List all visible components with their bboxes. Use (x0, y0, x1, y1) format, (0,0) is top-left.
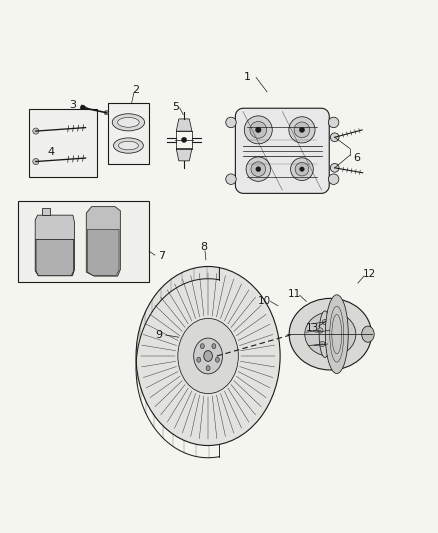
Text: 8: 8 (200, 242, 207, 252)
Polygon shape (42, 208, 50, 215)
Text: 10: 10 (258, 296, 272, 305)
Ellipse shape (178, 318, 238, 393)
Circle shape (33, 158, 39, 165)
Ellipse shape (305, 312, 356, 357)
Circle shape (318, 328, 323, 333)
Ellipse shape (321, 326, 339, 342)
Circle shape (33, 128, 39, 134)
Polygon shape (235, 108, 329, 193)
Ellipse shape (194, 338, 223, 374)
Text: 7: 7 (158, 251, 165, 261)
Bar (108, 103, 149, 164)
Circle shape (226, 174, 236, 184)
Text: 12: 12 (363, 269, 376, 279)
Circle shape (327, 328, 332, 333)
Circle shape (104, 110, 109, 115)
Ellipse shape (112, 114, 145, 131)
Polygon shape (36, 239, 74, 276)
Ellipse shape (118, 117, 139, 127)
Ellipse shape (215, 357, 219, 362)
Ellipse shape (362, 326, 374, 342)
Circle shape (226, 117, 236, 128)
Circle shape (299, 127, 304, 133)
Ellipse shape (289, 298, 371, 370)
Circle shape (244, 116, 272, 144)
Circle shape (319, 341, 325, 346)
Ellipse shape (200, 344, 204, 349)
Polygon shape (35, 215, 74, 276)
Circle shape (290, 158, 313, 181)
Ellipse shape (212, 344, 216, 349)
Circle shape (246, 157, 271, 181)
Circle shape (256, 167, 261, 172)
Text: 2: 2 (132, 85, 140, 95)
Circle shape (295, 163, 309, 176)
Ellipse shape (197, 357, 201, 362)
Text: 4: 4 (47, 147, 54, 157)
Bar (18, 201, 149, 282)
Text: 5: 5 (172, 102, 179, 112)
Circle shape (330, 133, 339, 142)
Circle shape (255, 127, 261, 133)
Polygon shape (88, 229, 119, 276)
Text: 13: 13 (306, 324, 319, 334)
Circle shape (181, 138, 187, 142)
Circle shape (325, 341, 330, 346)
Ellipse shape (136, 266, 280, 446)
Circle shape (294, 122, 310, 138)
Ellipse shape (325, 295, 348, 374)
Circle shape (328, 117, 339, 128)
Ellipse shape (113, 138, 143, 153)
Circle shape (300, 167, 304, 172)
Text: 3: 3 (69, 100, 76, 110)
Polygon shape (86, 207, 120, 276)
Text: 11: 11 (287, 288, 301, 298)
Ellipse shape (118, 141, 138, 150)
Polygon shape (176, 119, 192, 131)
Circle shape (330, 164, 339, 172)
Text: 6: 6 (353, 153, 360, 163)
Circle shape (251, 162, 265, 176)
Circle shape (328, 174, 339, 184)
Bar (29, 109, 97, 177)
Text: 1: 1 (244, 71, 251, 82)
Ellipse shape (204, 351, 212, 361)
Ellipse shape (206, 366, 210, 370)
Circle shape (80, 105, 85, 110)
Circle shape (322, 319, 328, 325)
Polygon shape (176, 149, 192, 161)
Ellipse shape (319, 311, 331, 358)
Text: 9: 9 (155, 330, 162, 341)
Circle shape (289, 117, 315, 143)
Circle shape (250, 122, 267, 138)
